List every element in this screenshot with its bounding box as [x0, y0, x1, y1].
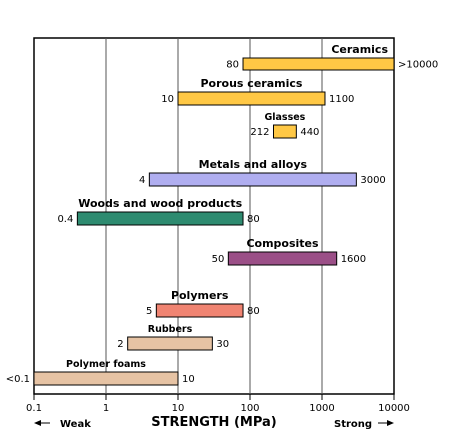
- high-value-label: 80: [247, 306, 260, 317]
- weak-indicator: Weak: [34, 419, 91, 430]
- high-value-label: 80: [247, 214, 260, 225]
- range-bar: [33, 371, 179, 386]
- high-value-label: 3000: [360, 175, 385, 186]
- range-bar: [177, 91, 326, 106]
- category-label: Glasses: [264, 112, 305, 123]
- x-axis-title: STRENGTH (MPa): [151, 415, 277, 430]
- high-value-label: 1100: [329, 94, 354, 105]
- low-value-label: 80: [226, 60, 239, 71]
- strong-label: Strong: [334, 419, 372, 430]
- tick-label: 10: [172, 403, 185, 414]
- tick-label: 100: [240, 403, 259, 414]
- high-value-label: 10: [182, 374, 195, 385]
- low-value-label: 2: [117, 339, 123, 350]
- range-bar: [76, 211, 244, 226]
- high-value-label: 440: [300, 127, 319, 138]
- tick-label: 1000: [309, 403, 334, 414]
- range-bar: [155, 303, 244, 318]
- low-value-label: 10: [161, 94, 174, 105]
- category-label: Composites: [246, 237, 319, 250]
- plot-frame: [33, 37, 395, 395]
- range-bar: [227, 251, 338, 266]
- range-bar: [242, 57, 395, 71]
- bar-labels: 80 >10000 Ceramics 10 1100 Porous ceramics 212…: [6, 43, 439, 385]
- x-axis-ticks: 0.1 1 10 100 1000 10000: [26, 394, 410, 414]
- range-bar: [127, 336, 213, 351]
- high-value-label: 1600: [341, 254, 366, 265]
- tick-label: 0.1: [26, 403, 42, 414]
- category-label: Polymer foams: [66, 359, 146, 370]
- category-label: Woods and wood products: [78, 197, 242, 210]
- strong-arrow-icon: [387, 420, 394, 426]
- weak-arrow-icon: [34, 420, 41, 426]
- low-value-label: <0.1: [6, 374, 30, 385]
- range-bars: [33, 57, 395, 386]
- category-label: Polymers: [171, 289, 229, 302]
- low-value-label: 50: [212, 254, 225, 265]
- tick-label: 10000: [378, 403, 410, 414]
- low-value-label: 5: [146, 306, 152, 317]
- category-label: Rubbers: [148, 324, 193, 335]
- tick-label: 1: [103, 403, 109, 414]
- low-value-label: 4: [139, 175, 145, 186]
- high-value-label: 30: [216, 339, 229, 350]
- range-bar: [148, 172, 357, 187]
- low-value-label: 0.4: [57, 214, 73, 225]
- category-label: Ceramics: [331, 43, 388, 56]
- category-label: Metals and alloys: [199, 158, 308, 171]
- low-value-label: 212: [250, 127, 269, 138]
- range-bar: [272, 124, 297, 139]
- category-label: Porous ceramics: [201, 77, 303, 90]
- strong-indicator: Strong: [334, 419, 394, 430]
- weak-label: Weak: [60, 419, 91, 430]
- high-value-label: >10000: [398, 60, 438, 71]
